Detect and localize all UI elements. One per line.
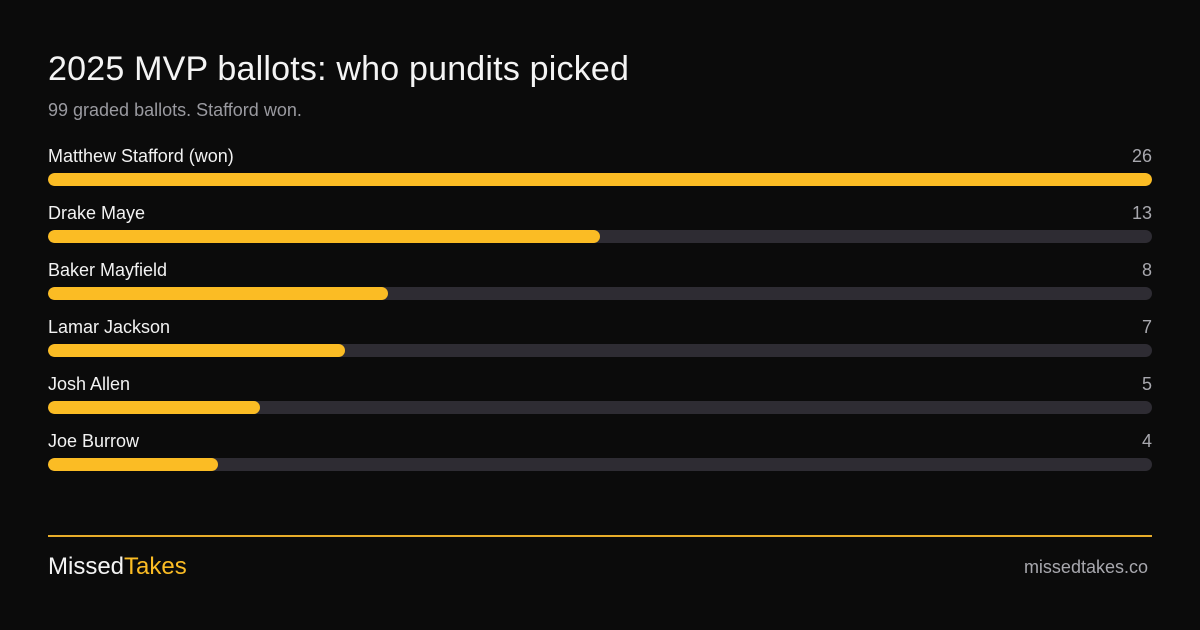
bar-row: Joe Burrow 4: [48, 428, 1152, 485]
bar-fill: [48, 344, 346, 357]
bar-label: Joe Burrow: [48, 431, 140, 451]
bar-row: Josh Allen 5: [48, 371, 1152, 428]
bar-value: 26: [1131, 146, 1152, 166]
footer-divider: [48, 535, 1152, 537]
bar-track: [48, 401, 1152, 414]
bar-label: Josh Allen: [48, 374, 131, 394]
bar-value: 4: [1141, 431, 1152, 451]
bar-label: Matthew Stafford (won): [48, 146, 234, 166]
bar-label: Drake Maye: [48, 203, 146, 223]
bar-track: [48, 173, 1152, 186]
bar-label: Lamar Jackson: [48, 317, 171, 337]
bar-chart: Matthew Stafford (won) 26 Drake Maye 13 …: [48, 143, 1152, 485]
bar-value: 5: [1141, 374, 1152, 394]
bar-row: Drake Maye 13: [48, 200, 1152, 257]
bar-row: Lamar Jackson 7: [48, 314, 1152, 371]
bar-label: Baker Mayfield: [48, 260, 168, 280]
brand-name-main: Missed: [48, 553, 125, 580]
bar-value: 7: [1141, 317, 1152, 337]
bar-fill: [48, 230, 600, 243]
bar-track: [48, 230, 1152, 243]
bar-row: Matthew Stafford (won) 26: [48, 143, 1152, 200]
chart-title: 2025 MVP ballots: who pundits picked: [48, 50, 630, 88]
chart-subtitle: 99 graded ballots. Stafford won.: [48, 100, 302, 120]
bar-row: Baker Mayfield 8: [48, 257, 1152, 314]
bar-fill: [48, 173, 1152, 186]
bar-fill: [48, 287, 388, 300]
bar-value: 8: [1141, 260, 1152, 280]
bar-value: 13: [1131, 203, 1152, 223]
bar-track: [48, 287, 1152, 300]
brand-logo[interactable]: MissedTakes: [48, 553, 187, 581]
bar-fill: [48, 458, 218, 471]
site-link[interactable]: missedtakes.co: [1023, 557, 1148, 577]
bar-track: [48, 458, 1152, 471]
bar-track: [48, 344, 1152, 357]
brand-name-accent: Takes: [124, 553, 187, 580]
bar-fill: [48, 401, 261, 414]
